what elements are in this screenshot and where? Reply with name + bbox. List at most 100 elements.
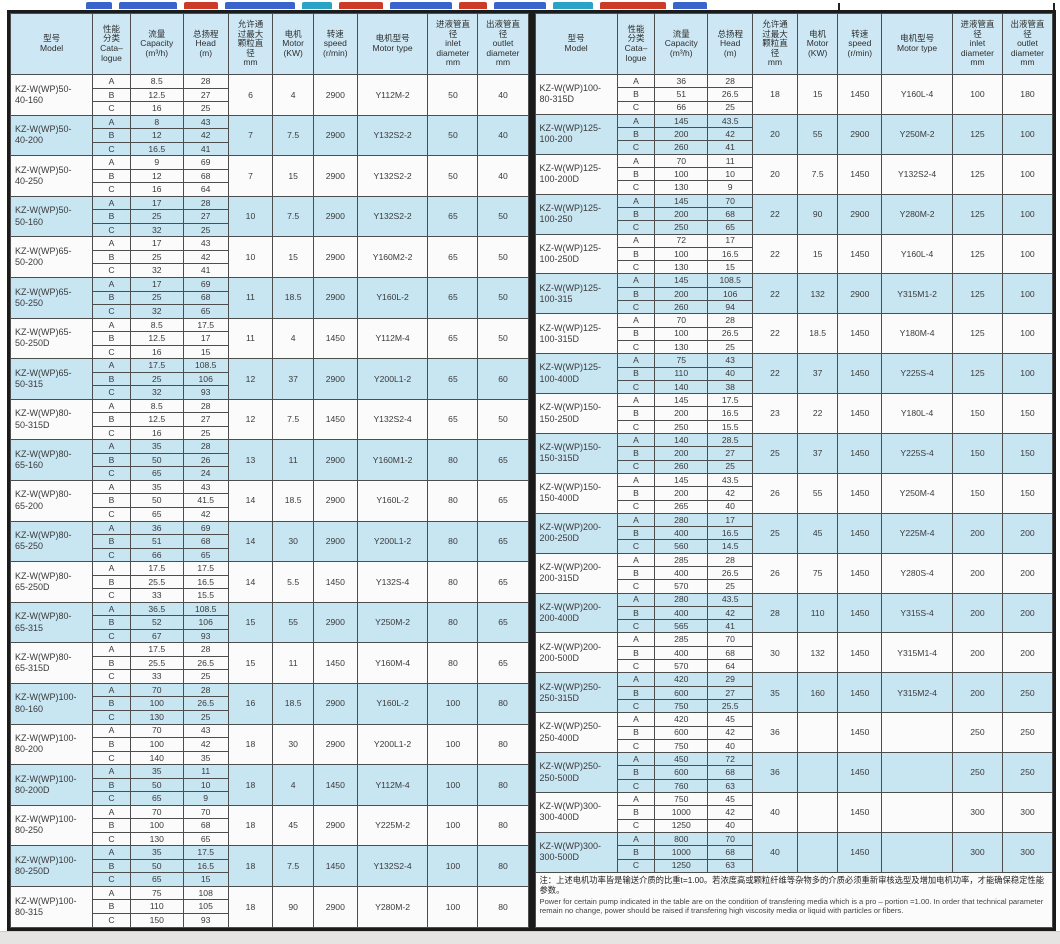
capacity-cell: 250 <box>654 419 709 435</box>
motor-type-cell: Y250M-4 <box>881 472 953 514</box>
head-cell: 11 <box>707 153 754 169</box>
particle-cell: 15 <box>227 601 274 644</box>
inlet-cell: 50 <box>427 114 479 157</box>
capacity-cell: 200 <box>654 406 709 421</box>
motor-type-cell: Y200L1-2 <box>356 520 429 563</box>
head-cell: 26.5 <box>707 326 754 341</box>
outlet-cell: 65 <box>477 642 529 684</box>
capacity-cell: 70 <box>129 682 184 698</box>
table-row: B 100 10 <box>535 167 1053 182</box>
catalogue-cell: B <box>92 818 131 833</box>
table-row: C 130 15 <box>535 260 1053 275</box>
capacity-cell: 25 <box>129 290 184 306</box>
head-cell: 24 <box>182 466 229 481</box>
head-cell: 93 <box>182 912 229 929</box>
particle-cell: 23 <box>752 393 798 435</box>
particle-cell: 26 <box>752 552 798 594</box>
head-cell: 65 <box>707 220 754 235</box>
capacity-cell: 200 <box>654 446 709 461</box>
head-cell: 28 <box>707 73 754 89</box>
capacity-cell: 16.5 <box>129 141 184 157</box>
inlet-cell: 50 <box>427 155 479 197</box>
motor-cell: 132 <box>796 632 839 674</box>
catalogue-cell: C <box>616 778 656 794</box>
outlet-cell: 40 <box>477 74 529 116</box>
catalogue-cell: C <box>616 619 656 634</box>
inlet-cell: 80 <box>427 439 479 481</box>
head-cell: 25 <box>182 709 229 725</box>
catalogue-cell: B <box>92 777 131 793</box>
inlet-cell: 150 <box>951 393 1003 435</box>
head-cell: 108 <box>182 885 229 901</box>
speed-cell: 1450 <box>837 433 883 474</box>
motor-cell: 4 <box>272 74 314 116</box>
table-row: B 25 106 <box>11 371 529 387</box>
head-cell: 15.5 <box>707 419 754 435</box>
head-cell: 68 <box>707 765 754 780</box>
head-cell: 25 <box>707 100 754 115</box>
table-row: B 100 68 <box>11 818 529 833</box>
table-row: KZ-W(WP)100- 80-315 A 75 108 18 90 2900 Y280M-2 1… <box>9 885 529 929</box>
motor-cell: 132 <box>796 273 839 315</box>
inlet-cell: 250 <box>951 712 1003 754</box>
catalogue-cell: B <box>92 615 131 630</box>
catalogue-cell: A <box>92 195 131 211</box>
motor-cell: 45 <box>272 804 314 847</box>
capacity-cell: 100 <box>654 326 709 341</box>
table-row: KZ-W(WP)150- 150-315D A 140 28.5 25 37 1450 Y225… <box>534 433 1054 474</box>
capacity-cell: 130 <box>129 709 184 725</box>
head-cell: 41 <box>707 619 754 634</box>
capacity-cell: 100 <box>129 818 184 833</box>
table-row: C 65 9 <box>11 791 529 806</box>
head-cell: 40 <box>707 499 754 514</box>
motor-cell: 7.5 <box>272 845 314 887</box>
motor-cell: 90 <box>796 193 839 235</box>
table-row: C 1250 63 <box>535 858 1053 874</box>
outlet-cell: 80 <box>477 845 529 887</box>
clipped-title-fragment <box>225 2 295 9</box>
catalogue-cell: B <box>616 286 656 302</box>
capacity-cell: 100 <box>129 696 184 711</box>
capacity-cell: 200 <box>654 127 709 142</box>
catalogue-cell: A <box>616 313 656 328</box>
head-cell: 27 <box>707 685 754 700</box>
particle-cell: 7 <box>227 155 274 197</box>
motor-cell: 22 <box>796 393 839 435</box>
table-row: C 65 15 <box>11 872 529 887</box>
catalogue-cell: B <box>92 899 131 914</box>
inlet-cell: 300 <box>951 831 1003 874</box>
catalogue-cell: C <box>616 339 656 355</box>
capacity-cell: 600 <box>654 685 709 700</box>
outlet-cell: 100 <box>1001 113 1054 155</box>
table-row: B 100 42 <box>11 737 529 752</box>
capacity-cell: 50 <box>129 777 184 793</box>
model-cell: KZ-W(WP)50- 40-200 <box>9 114 94 157</box>
head-cell: 40 <box>707 366 754 381</box>
catalogue-cell: C <box>92 750 131 766</box>
head-cell: 28.5 <box>707 433 754 448</box>
capacity-cell: 17.5 <box>129 561 184 576</box>
motor-cell: 11 <box>272 439 314 481</box>
inlet-cell: 100 <box>427 845 479 887</box>
model-cell: KZ-W(WP)100- 80-315 <box>9 885 94 929</box>
head-cell: 17 <box>707 233 754 248</box>
catalogue-cell: A <box>92 439 131 454</box>
outlet-cell: 300 <box>1001 831 1054 874</box>
catalogue-cell: C <box>616 539 656 554</box>
model-cell: KZ-W(WP)200- 200-315D <box>534 552 618 594</box>
capacity-cell: 145 <box>654 193 709 208</box>
inlet-cell: 100 <box>427 723 479 766</box>
col-header-particle: 允许通 过最大 颗粒直径 mm <box>227 13 274 75</box>
table-row: KZ-W(WP)80- 50-315D A 8.5 28 12 7.5 1450 Y132S2-… <box>9 398 529 441</box>
col-header-head: 总扬程 Head (m) <box>707 13 754 75</box>
catalogue-cell: A <box>616 233 656 248</box>
outlet-cell: 65 <box>477 439 529 481</box>
head-cell: 43 <box>182 236 229 251</box>
head-cell: 68 <box>707 645 754 661</box>
head-cell: 68 <box>182 290 229 306</box>
head-cell: 17.5 <box>182 317 229 333</box>
outlet-cell: 250 <box>1001 752 1054 794</box>
head-cell: 64 <box>182 182 229 197</box>
outlet-cell: 40 <box>477 155 529 197</box>
head-cell: 43 <box>707 353 754 368</box>
